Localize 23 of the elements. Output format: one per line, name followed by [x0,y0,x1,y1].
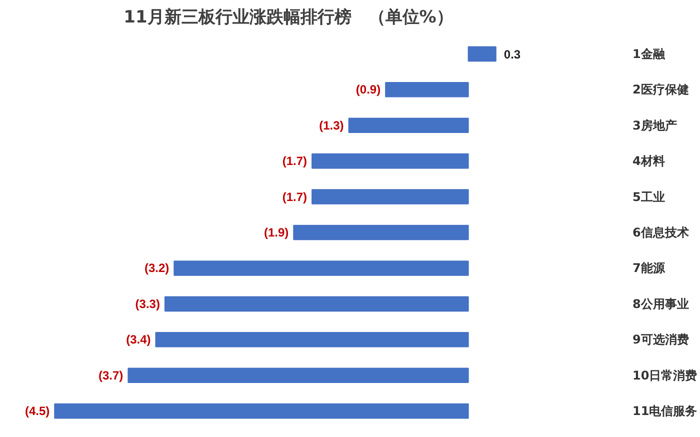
data-label: (3.7) [98,368,124,382]
data-label: 0.3 [504,47,521,62]
y-tick-label: 9可选消费 [632,332,689,347]
chart-title: 11月新三板行业涨跌幅排行榜 （单位%） [124,8,454,28]
y-tick-label: 11电信服务 [632,404,698,418]
y-tick-label: 7能源 [632,261,666,276]
y-tick-label: 5工业 [632,190,665,204]
data-label: (3.3) [135,296,160,311]
y-tick-label: 1金融 [632,46,666,61]
y-tick-label: 3房地产 [632,118,677,132]
data-label: (4.5) [24,404,50,418]
data-label: (1.9) [264,226,289,240]
y-tick-label: 4材料 [632,154,665,168]
data-label: (3.4) [126,332,151,347]
data-label: (1.7) [282,190,308,204]
y-tick-label: 6信息技术 [632,226,689,240]
data-label: (1.7) [282,154,308,168]
y-tick-label: 10日常消费 [632,368,698,382]
data-label: (3.2) [144,261,170,276]
y-tick-label: 2医疗保健 [632,82,689,97]
data-label: (0.9) [356,82,381,97]
data-label: (1.3) [319,118,344,132]
y-tick-label: 8公用事业 [632,296,689,311]
